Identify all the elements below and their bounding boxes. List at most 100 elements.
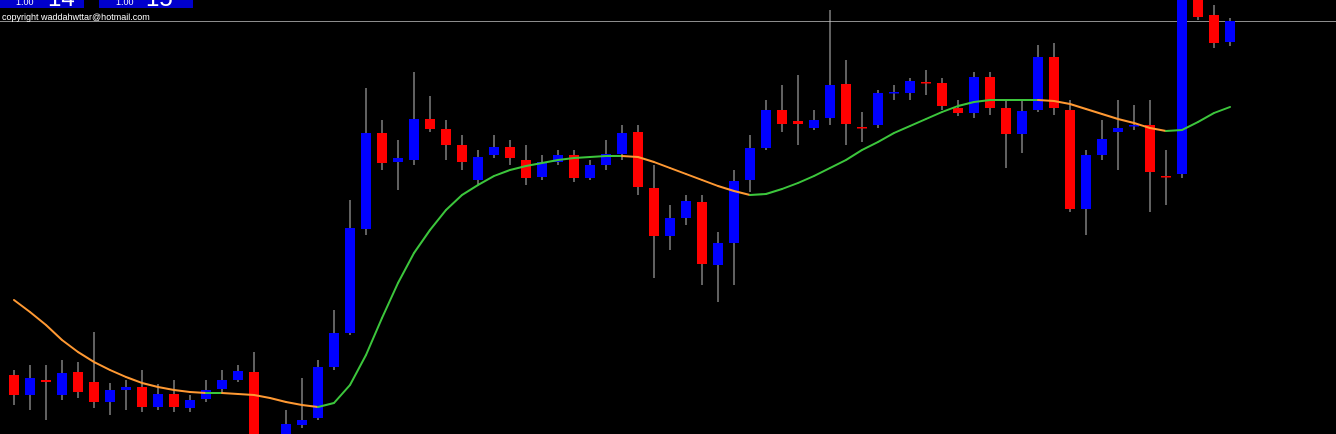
candle-body <box>1113 128 1123 132</box>
candle-body <box>697 202 707 264</box>
candle-body <box>57 373 67 395</box>
candle-body <box>73 372 83 392</box>
candle-body <box>649 188 659 236</box>
moving-average <box>877 132 895 143</box>
moving-average <box>301 404 319 408</box>
moving-average <box>653 161 671 169</box>
candle-body <box>345 228 355 333</box>
moving-average <box>861 141 879 151</box>
candle-body <box>281 424 291 434</box>
candle-body <box>729 181 739 243</box>
candle-body <box>137 387 147 407</box>
moving-average <box>573 156 591 159</box>
box-count: 15 <box>146 0 173 12</box>
candle-body <box>313 367 323 418</box>
candle-body <box>1161 176 1171 178</box>
moving-average <box>1053 100 1071 105</box>
candle-body <box>681 201 691 218</box>
moving-average <box>925 111 943 120</box>
candle-body <box>601 154 611 165</box>
candle-body <box>1081 155 1091 209</box>
candle-body <box>1033 57 1043 110</box>
moving-average <box>333 384 351 404</box>
candle-body <box>1145 125 1155 172</box>
candle-body <box>9 375 19 395</box>
candle-body <box>169 394 179 407</box>
candle-body <box>1225 21 1235 42</box>
moving-average <box>109 369 127 378</box>
box <box>99 0 193 8</box>
candle-body <box>505 147 515 158</box>
candle-body <box>1001 108 1011 134</box>
candle-body <box>1049 57 1059 108</box>
moving-average <box>749 193 767 196</box>
moving-average <box>237 393 255 396</box>
moving-average <box>541 159 559 164</box>
moving-average <box>1149 127 1167 132</box>
moving-average <box>157 386 175 391</box>
candle-body <box>105 390 115 402</box>
candle-body <box>41 380 51 382</box>
candle-body <box>921 82 931 84</box>
candle-body <box>1209 15 1219 43</box>
candle-body <box>297 420 307 425</box>
candle-body <box>985 77 995 108</box>
candle-body <box>361 133 371 229</box>
candle-body <box>201 390 211 399</box>
candle-body <box>425 119 435 129</box>
candle-body <box>1097 139 1107 155</box>
moving-average <box>365 317 383 356</box>
candle-body <box>249 372 259 434</box>
moving-average <box>957 101 975 107</box>
moving-average <box>45 324 63 341</box>
moving-average <box>285 401 303 406</box>
candle-body <box>953 108 963 113</box>
moving-average <box>29 311 47 326</box>
moving-average <box>13 299 31 313</box>
moving-average <box>477 175 495 186</box>
candle-body <box>1017 111 1027 134</box>
candle-body <box>457 145 467 162</box>
candle-body <box>1193 0 1203 17</box>
candle-body <box>569 155 579 178</box>
moving-average <box>781 182 799 190</box>
candle-body <box>489 147 499 155</box>
candle-body <box>825 85 835 118</box>
candle-body <box>905 81 915 93</box>
moving-average <box>61 339 79 353</box>
moving-average <box>845 149 863 161</box>
moving-average <box>1101 113 1119 120</box>
candle-body <box>873 93 883 125</box>
candle-body <box>441 129 451 145</box>
moving-average <box>557 157 575 161</box>
candle-body <box>329 333 339 367</box>
candle-body <box>521 160 531 178</box>
candle-body <box>121 387 131 390</box>
moving-average <box>509 165 527 171</box>
moving-average <box>701 179 719 187</box>
moving-average <box>445 194 463 211</box>
moving-average <box>141 382 159 388</box>
candle-body <box>153 394 163 407</box>
candle-body <box>553 155 563 162</box>
candle-body <box>473 157 483 180</box>
moving-average <box>77 351 95 363</box>
moving-average <box>893 125 911 134</box>
moving-average <box>461 184 479 196</box>
candle-body <box>809 120 819 128</box>
candle-body <box>713 243 723 265</box>
candle-body <box>233 371 243 380</box>
candle-body <box>617 133 627 154</box>
moving-average <box>973 99 991 103</box>
moving-average <box>765 188 783 195</box>
moving-average <box>413 229 431 254</box>
candle-body <box>793 121 803 124</box>
candle-body <box>585 165 595 178</box>
candle-body <box>857 127 867 129</box>
candle-body <box>937 83 947 106</box>
candle-body <box>1065 110 1075 209</box>
copyright: copyright waddahwttar@hotmail.com <box>2 12 150 22</box>
candle-body <box>969 77 979 113</box>
